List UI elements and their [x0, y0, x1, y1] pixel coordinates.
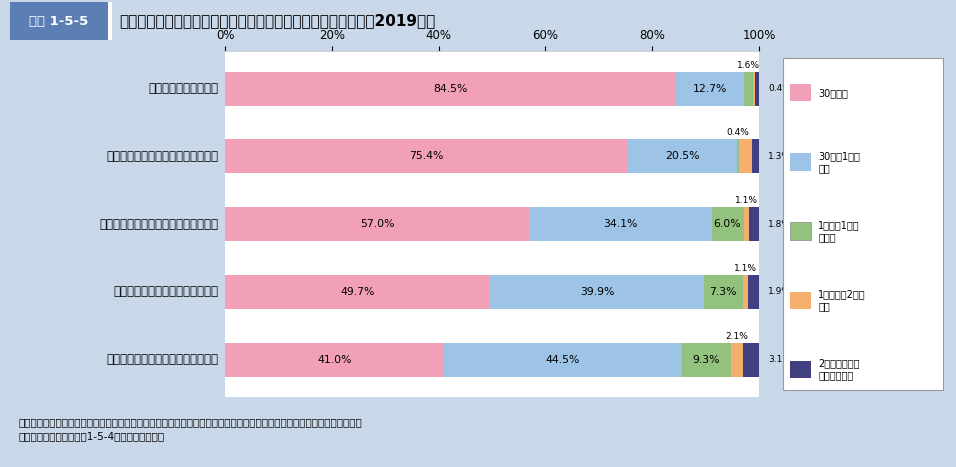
Bar: [225, 207, 530, 241]
Bar: [755, 72, 760, 106]
Text: 入院する病院、入所する福祉施設: 入院する病院、入所する福祉施設: [114, 285, 219, 298]
Text: 3.1%: 3.1%: [769, 355, 792, 364]
Bar: [790, 222, 812, 240]
Text: 0.4%: 0.4%: [727, 128, 750, 137]
Bar: [225, 72, 676, 106]
Bar: [225, 140, 628, 173]
Bar: [790, 153, 812, 170]
Bar: [743, 275, 749, 309]
Text: 30分未満: 30分未満: [818, 88, 848, 98]
Bar: [743, 343, 759, 376]
Bar: [790, 291, 812, 309]
Text: 図表 1-5-5: 図表 1-5-5: [29, 14, 88, 28]
Text: 2時間以上でも
やむをえない: 2時間以上でも やむをえない: [818, 359, 859, 380]
Text: 75.4%: 75.4%: [409, 151, 444, 162]
Text: 44.5%: 44.5%: [546, 354, 580, 365]
Text: 57.0%: 57.0%: [360, 219, 395, 229]
Bar: [108, 2, 112, 40]
Text: 6.0%: 6.0%: [714, 219, 741, 229]
Text: 1.6%: 1.6%: [737, 61, 760, 70]
Text: 34.1%: 34.1%: [603, 219, 638, 229]
Text: 手術・検査などを受ける大きな病院: 手術・検査などを受ける大きな病院: [106, 353, 219, 366]
Bar: [744, 72, 752, 106]
Text: 84.5%: 84.5%: [433, 84, 467, 94]
Text: 1.1%: 1.1%: [735, 196, 758, 205]
Text: 1時間～1時間
半以内: 1時間～1時間 半以内: [818, 220, 860, 242]
Bar: [628, 140, 737, 173]
Bar: [676, 72, 744, 106]
Text: 毎日～週数回利用する福祉サービス: 毎日～週数回利用する福祉サービス: [106, 150, 219, 163]
Bar: [737, 140, 739, 173]
Bar: [530, 207, 711, 241]
Text: 1.1%: 1.1%: [734, 264, 757, 273]
Text: 1.8%: 1.8%: [769, 219, 792, 229]
Bar: [704, 275, 743, 309]
Text: 1.9%: 1.9%: [769, 287, 792, 297]
Bar: [752, 72, 755, 106]
Bar: [790, 84, 812, 101]
Bar: [790, 361, 812, 378]
Bar: [225, 275, 490, 309]
Text: 自分の片道の通院・通所にかけられる最大時間にかかる意識（2019年）: 自分の片道の通院・通所にかけられる最大時間にかかる意識（2019年）: [120, 14, 435, 28]
Bar: [225, 343, 444, 376]
Text: 資料：厚生労働省政策統括官付政策立案・評価担当参事官室委託「人口減少社会における医療・福祉の利用に関する意識調
査」。調査の概要は図表1-5-4の（注）を参照。: 資料：厚生労働省政策統括官付政策立案・評価担当参事官室委託「人口減少社会における…: [19, 417, 362, 441]
Text: 不定期に利用する福祉関係の相談窓口: 不定期に利用する福祉関係の相談窓口: [99, 218, 219, 231]
Bar: [739, 140, 752, 173]
Text: 49.7%: 49.7%: [340, 287, 375, 297]
Bar: [682, 343, 731, 376]
Bar: [490, 275, 704, 309]
Text: 2.1%: 2.1%: [726, 332, 749, 341]
Text: 30分～1時間
以内: 30分～1時間 以内: [818, 151, 860, 173]
Text: 12.7%: 12.7%: [693, 84, 728, 94]
Text: 20.5%: 20.5%: [665, 151, 700, 162]
Bar: [744, 207, 750, 241]
Text: 0.4%: 0.4%: [769, 84, 792, 93]
Text: 日常的にかかる診療所: 日常的にかかる診療所: [148, 82, 219, 95]
Bar: [711, 207, 744, 241]
Bar: [10, 2, 108, 40]
Bar: [750, 207, 759, 241]
Text: 7.3%: 7.3%: [709, 287, 737, 297]
Text: 41.0%: 41.0%: [317, 354, 352, 365]
Text: 1.3%: 1.3%: [769, 152, 792, 161]
Text: 39.9%: 39.9%: [579, 287, 614, 297]
Text: 1時間半～2時間
以内: 1時間半～2時間 以内: [818, 290, 866, 311]
Text: 9.3%: 9.3%: [693, 354, 720, 365]
Bar: [731, 343, 743, 376]
Bar: [444, 343, 682, 376]
Bar: [749, 275, 758, 309]
Bar: [752, 140, 759, 173]
